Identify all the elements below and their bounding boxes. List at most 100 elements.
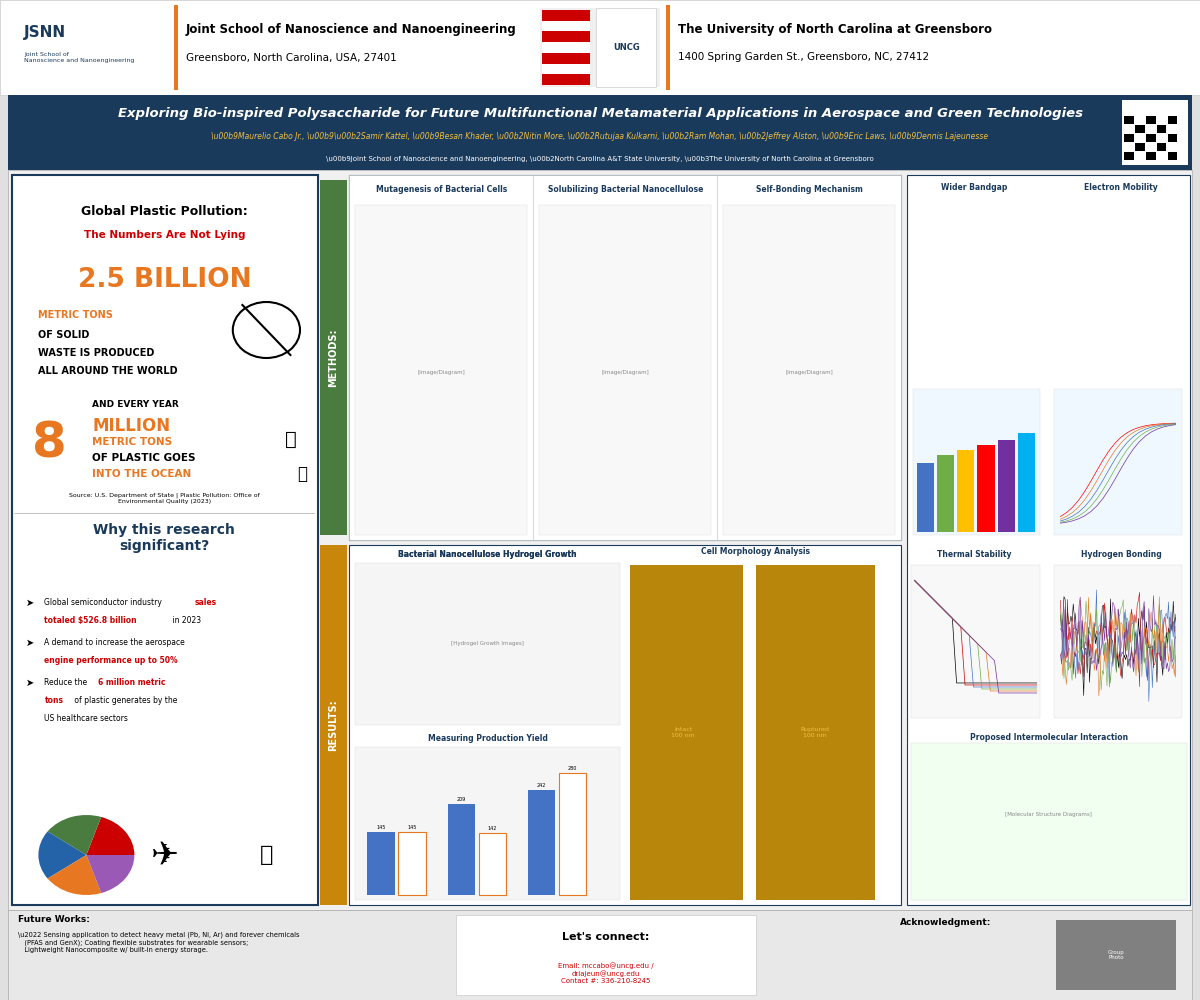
- Bar: [718, 175, 901, 540]
- Text: Bacterial Nanocellulose Hydrogel Growth: Bacterial Nanocellulose Hydrogel Growth: [398, 550, 576, 559]
- Text: Group
Photo: Group Photo: [1108, 950, 1124, 960]
- Bar: [349, 175, 533, 540]
- Bar: [913, 389, 1040, 535]
- Bar: [911, 743, 1187, 900]
- Wedge shape: [38, 831, 86, 879]
- Text: [Molecular Structure Diagrams]: [Molecular Structure Diagrams]: [1006, 812, 1092, 817]
- Bar: [349, 175, 901, 540]
- Bar: [1122, 100, 1188, 165]
- Text: ALL AROUND THE WORLD: ALL AROUND THE WORLD: [38, 366, 178, 376]
- Bar: [367, 832, 395, 895]
- Bar: [1146, 116, 1156, 124]
- Bar: [1018, 433, 1036, 532]
- Text: 242: 242: [536, 783, 546, 788]
- Text: Future Works:: Future Works:: [18, 915, 90, 924]
- Text: [Image/Diagram]: [Image/Diagram]: [785, 370, 833, 375]
- Text: Greensboro, North Carolina, USA, 27401: Greensboro, North Carolina, USA, 27401: [186, 52, 397, 62]
- Bar: [911, 565, 1040, 718]
- Text: totaled $526.8 billion: totaled $526.8 billion: [44, 616, 137, 625]
- Text: Measuring Production Yield: Measuring Production Yield: [427, 734, 547, 743]
- Text: Ruptured
100 nm: Ruptured 100 nm: [800, 727, 829, 738]
- Text: 142: 142: [487, 826, 497, 831]
- Bar: [540, 8, 660, 87]
- Bar: [12, 175, 318, 905]
- Text: engine performance up to 50%: engine performance up to 50%: [44, 656, 178, 665]
- Text: OF SOLID: OF SOLID: [38, 330, 90, 340]
- Bar: [917, 463, 934, 532]
- Text: 145: 145: [377, 825, 385, 830]
- Text: The Numbers Are Not Lying: The Numbers Are Not Lying: [84, 230, 245, 240]
- Text: Email: mccabo@uncg.edu /
drlajeun@uncg.edu
Contact #: 336-210-8245: Email: mccabo@uncg.edu / drlajeun@uncg.e…: [558, 962, 654, 984]
- Text: METRIC TONS: METRIC TONS: [92, 437, 173, 447]
- Bar: [1055, 565, 1182, 718]
- Bar: [1146, 134, 1156, 142]
- Text: [Image/Diagram]: [Image/Diagram]: [601, 370, 649, 375]
- Bar: [1124, 134, 1134, 142]
- Bar: [320, 545, 347, 905]
- Bar: [1168, 134, 1177, 142]
- Wedge shape: [48, 855, 101, 895]
- Bar: [1157, 143, 1166, 151]
- Text: 💊: 💊: [259, 845, 274, 865]
- Bar: [1135, 125, 1145, 133]
- Text: tons: tons: [44, 696, 64, 705]
- Text: Proposed Intermolecular Interaction: Proposed Intermolecular Interaction: [970, 733, 1128, 742]
- Bar: [559, 773, 587, 895]
- Text: Intact
100 nm: Intact 100 nm: [671, 727, 695, 738]
- Bar: [355, 205, 527, 535]
- Bar: [542, 10, 590, 21]
- Bar: [528, 790, 556, 895]
- Text: METRIC TONS: METRIC TONS: [38, 310, 113, 320]
- Bar: [533, 175, 718, 540]
- Text: ➤: ➤: [26, 638, 35, 648]
- Text: MILLION: MILLION: [92, 417, 170, 435]
- Bar: [349, 545, 901, 905]
- Bar: [1124, 152, 1134, 160]
- Text: ➤: ➤: [26, 678, 35, 688]
- Text: UNCG: UNCG: [613, 43, 640, 52]
- Text: Electron Mobility: Electron Mobility: [1084, 183, 1158, 192]
- Bar: [958, 450, 974, 532]
- Bar: [320, 180, 347, 535]
- Bar: [630, 565, 743, 900]
- Bar: [997, 440, 1015, 532]
- Bar: [539, 205, 712, 535]
- Text: 145: 145: [407, 825, 416, 830]
- Bar: [1056, 920, 1176, 990]
- Bar: [937, 455, 954, 532]
- Bar: [479, 833, 506, 895]
- Text: Global Plastic Pollution:: Global Plastic Pollution:: [82, 205, 247, 218]
- Bar: [355, 563, 620, 725]
- Bar: [666, 5, 670, 90]
- Text: Ruptured: Ruptured: [785, 565, 833, 574]
- Bar: [1146, 152, 1156, 160]
- Text: 2.5 BILLION: 2.5 BILLION: [78, 267, 251, 293]
- Text: 1400 Spring Garden St., Greensboro, NC, 27412: 1400 Spring Garden St., Greensboro, NC, …: [678, 52, 929, 62]
- Text: Hydrogen Bonding: Hydrogen Bonding: [1081, 550, 1162, 559]
- Bar: [542, 42, 590, 53]
- Text: of plastic generates by the: of plastic generates by the: [72, 696, 178, 705]
- Text: 8: 8: [32, 420, 67, 468]
- Text: OF PLASTIC GOES: OF PLASTIC GOES: [92, 453, 196, 463]
- Text: The University of North Carolina at Greensboro: The University of North Carolina at Gree…: [678, 23, 992, 36]
- Bar: [8, 910, 1192, 1000]
- Bar: [8, 95, 1192, 170]
- Text: Self-Bonding Mechanism: Self-Bonding Mechanism: [756, 185, 863, 194]
- Wedge shape: [48, 815, 101, 855]
- Text: in 2023: in 2023: [170, 616, 202, 625]
- Text: METHODS:: METHODS:: [329, 328, 338, 387]
- Text: [Hydrogel Growth Images]: [Hydrogel Growth Images]: [451, 642, 524, 646]
- Text: Bacterial Nanocellulose Hydrogel Growth: Bacterial Nanocellulose Hydrogel Growth: [398, 550, 577, 559]
- Bar: [756, 565, 875, 900]
- Text: ➤: ➤: [26, 598, 35, 608]
- Bar: [1157, 125, 1166, 133]
- Bar: [1055, 389, 1182, 535]
- Bar: [8, 170, 1192, 910]
- Text: \u00b9Joint School of Nanoscience and Nanoengineering, \u00b2North Carolina A&T : \u00b9Joint School of Nanoscience and Na…: [326, 156, 874, 162]
- Bar: [542, 31, 590, 42]
- Bar: [1168, 152, 1177, 160]
- Bar: [355, 747, 620, 900]
- Text: INTO THE OCEAN: INTO THE OCEAN: [92, 469, 192, 479]
- Text: Solubilizing Bacterial Nanocellulose: Solubilizing Bacterial Nanocellulose: [547, 185, 703, 194]
- Text: Let's connect:: Let's connect:: [563, 932, 649, 942]
